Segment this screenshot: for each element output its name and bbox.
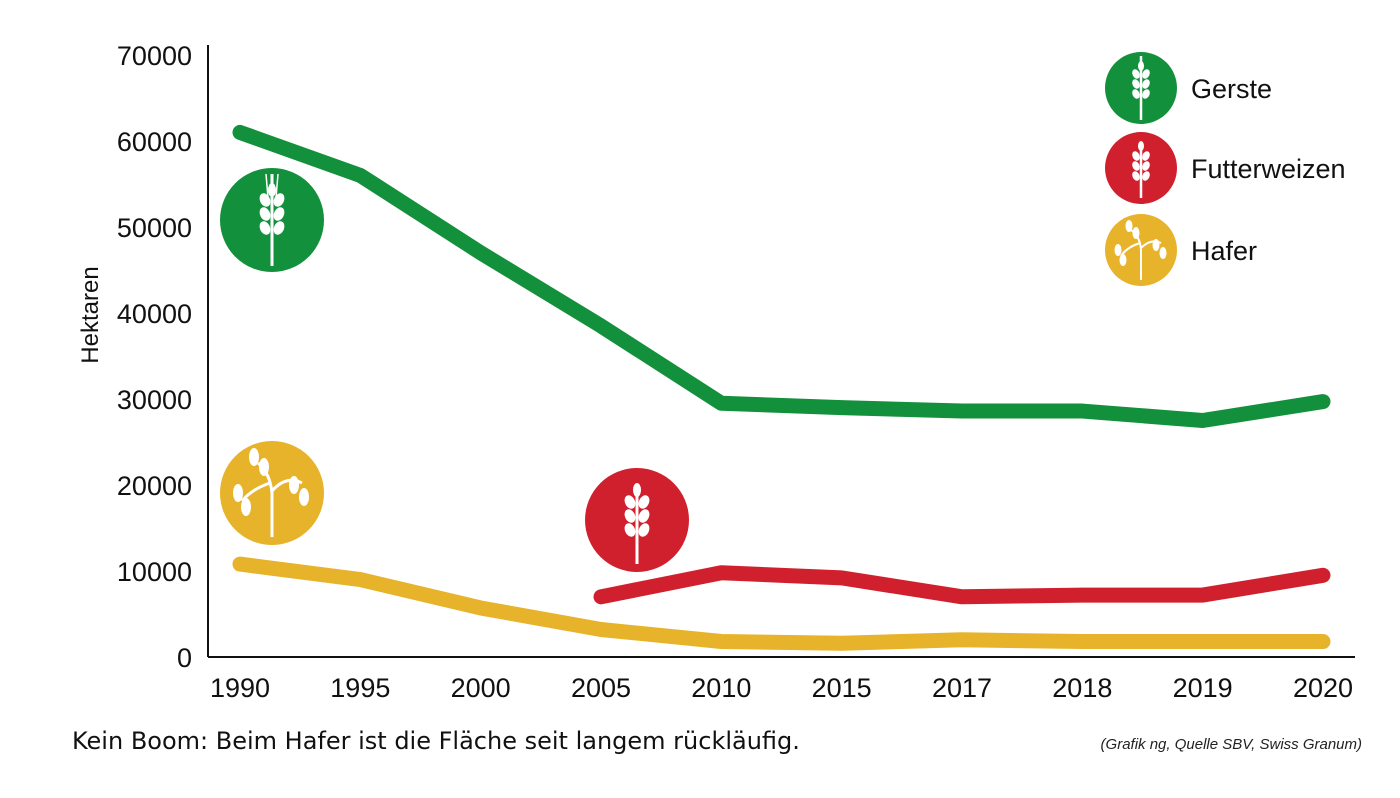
- y-tick-label: 20000: [117, 471, 192, 501]
- x-tick-label: 2015: [812, 673, 872, 703]
- legend-item-gerste: Gerste: [1105, 52, 1272, 124]
- x-tick-label: 2019: [1173, 673, 1233, 703]
- x-tick-label: 2010: [691, 673, 751, 703]
- legend-label-gerste: Gerste: [1191, 74, 1272, 104]
- futterweizen-badge: [585, 468, 689, 572]
- x-tick-label: 1995: [330, 673, 390, 703]
- legend-label-hafer: Hafer: [1191, 236, 1257, 266]
- y-tick-label: 40000: [117, 299, 192, 329]
- oat-icon: [1114, 220, 1167, 280]
- series-lines: [232, 124, 1331, 651]
- y-tick-label: 50000: [117, 213, 192, 243]
- x-tick-label: 2005: [571, 673, 631, 703]
- legend-item-hafer: Hafer: [1105, 214, 1257, 286]
- legend-label-futterweizen: Futterweizen: [1191, 154, 1346, 184]
- y-tick-labels: 0 10000 20000 30000 40000 50000 60000 70000: [117, 41, 192, 673]
- chart-caption: Kein Boom: Beim Hafer ist die Fläche sei…: [72, 727, 800, 755]
- axes: [207, 45, 1355, 658]
- legend: Gerste Futterweizen: [1105, 52, 1346, 286]
- y-tick-label: 30000: [117, 385, 192, 415]
- barley-icon: [1132, 56, 1150, 120]
- barley-icon: [259, 173, 285, 266]
- x-tick-label: 2017: [932, 673, 992, 703]
- y-tick-label: 0: [177, 643, 192, 673]
- x-tick-label: 2018: [1052, 673, 1112, 703]
- y-tick-label: 70000: [117, 41, 192, 71]
- series-line-futterweizen: [593, 565, 1331, 605]
- x-tick-label: 2000: [451, 673, 511, 703]
- x-tick-labels: 1990 1995 2000 2005 2010 2015 2017 2018 2019 2020: [210, 673, 1353, 703]
- x-tick-label: 1990: [210, 673, 270, 703]
- legend-item-futterweizen: Futterweizen: [1105, 132, 1346, 204]
- wheat-icon: [624, 483, 650, 564]
- wheat-icon: [1132, 141, 1150, 198]
- gerste-badge: [220, 168, 324, 272]
- y-tick-label: 60000: [117, 127, 192, 157]
- series-line-gerste: [232, 124, 1331, 428]
- oat-icon: [233, 448, 309, 537]
- x-tick-label: 2020: [1293, 673, 1353, 703]
- y-tick-label: 10000: [117, 557, 192, 587]
- y-axis-label: Hektaren: [77, 266, 104, 363]
- chart-source: (Grafik ng, Quelle SBV, Swiss Granum): [1100, 736, 1362, 753]
- hafer-badge: [220, 441, 324, 545]
- series-line-hafer: [232, 556, 1331, 651]
